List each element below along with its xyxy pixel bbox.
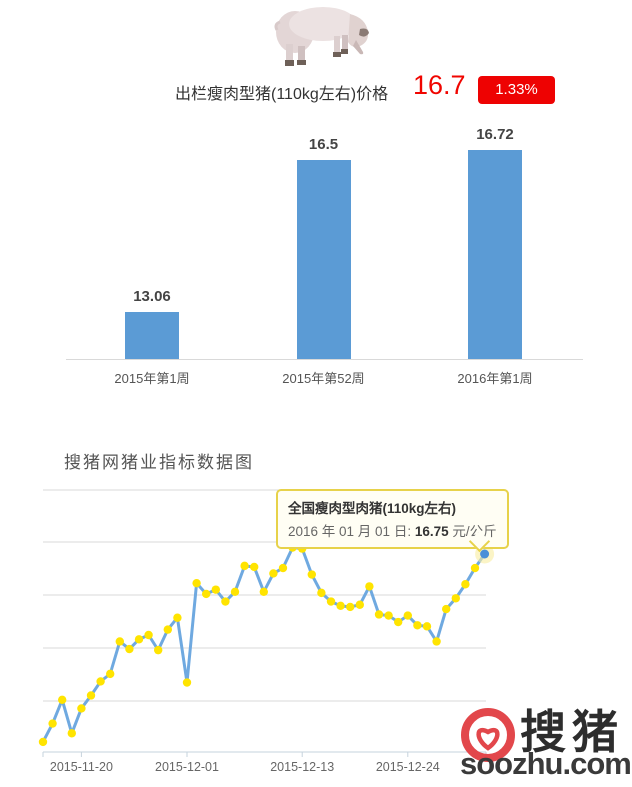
data-point-marker[interactable] — [451, 594, 460, 603]
hovered-data-point[interactable] — [480, 549, 490, 559]
data-point-marker[interactable] — [278, 563, 288, 573]
data-point-marker[interactable] — [307, 570, 316, 579]
data-point-marker[interactable] — [202, 589, 211, 599]
page-title: 出栏瘦肉型猪(110kg左右)价格 — [175, 86, 389, 103]
bar-category-label: 2015年第52周 — [282, 371, 365, 386]
x-axis-label: 2015-12-24 — [376, 760, 440, 774]
data-point-marker[interactable] — [413, 621, 422, 630]
data-point-marker[interactable] — [173, 613, 182, 622]
soozhu-logo-cn-text: 搜猪 — [520, 707, 624, 758]
bar-2015年第52周 — [296, 160, 351, 359]
data-point-marker[interactable] — [250, 562, 259, 572]
soozhu-logo[interactable]: 搜猪 soozhu.com — [458, 698, 632, 783]
chart-tooltip: 全国瘦肉型肉猪(110kg左右) 2016 年 01 月 01 日: 16.75… — [276, 489, 509, 549]
data-point-marker[interactable] — [77, 704, 86, 713]
data-point-marker[interactable] — [326, 597, 336, 606]
data-point-marker[interactable] — [134, 635, 144, 644]
soozhu-logo-mark-icon — [461, 708, 515, 762]
data-point-marker[interactable] — [269, 569, 278, 578]
data-point-marker[interactable] — [384, 611, 393, 620]
data-point-marker[interactable] — [182, 678, 192, 687]
data-point-marker[interactable] — [240, 561, 249, 571]
data-point-marker[interactable] — [106, 669, 115, 679]
data-point-marker[interactable] — [442, 604, 451, 614]
tooltip-unit: 元/公斤 — [452, 524, 497, 539]
bar-2016年第1周 — [468, 150, 522, 359]
data-point-marker[interactable] — [432, 637, 441, 646]
data-point-marker[interactable] — [38, 737, 48, 747]
price-line — [41, 546, 487, 744]
bar-value-label: 16.72 — [476, 126, 514, 144]
data-point-marker[interactable] — [86, 691, 96, 700]
data-point-marker[interactable] — [461, 580, 470, 589]
x-axis-label: 2015-12-01 — [155, 760, 219, 774]
data-point-marker[interactable] — [346, 602, 355, 612]
data-point-marker[interactable] — [67, 729, 77, 738]
x-axis-label: 2015-11-20 — [50, 760, 113, 774]
data-point-marker[interactable] — [422, 622, 432, 631]
line-chart-title: 搜猪网猪业指标数据图 — [64, 453, 254, 472]
data-point-marker[interactable] — [125, 644, 134, 654]
data-point-marker[interactable] — [192, 578, 201, 588]
data-point-marker[interactable] — [144, 630, 153, 640]
data-point-marker[interactable] — [394, 617, 403, 627]
data-point-marker[interactable] — [96, 677, 105, 686]
bar-category-label: 2016年第1周 — [457, 371, 533, 386]
bar-2015年第1周 — [125, 312, 179, 359]
data-point-marker[interactable] — [403, 611, 412, 620]
data-point-marker[interactable] — [115, 637, 125, 646]
current-price: 16.7 — [413, 70, 466, 100]
data-point-marker[interactable] — [355, 600, 364, 609]
bar-chart-baseline — [66, 359, 583, 360]
data-point-marker[interactable] — [336, 601, 345, 611]
tooltip-series-name: 全国瘦肉型肉猪(110kg左右) — [288, 501, 457, 516]
bar-value-label: 13.06 — [133, 288, 171, 306]
data-point-marker[interactable] — [58, 695, 67, 704]
data-point-marker[interactable] — [470, 563, 480, 573]
x-axis-label: 2015-12-13 — [270, 760, 334, 774]
tooltip-value: 16.75 — [414, 524, 449, 539]
bar-category-label: 2015年第1周 — [114, 371, 190, 386]
weekly-price-bar-chart: 13.06 2015年第1周 16.5 2015年第52周 16.72 2016年第1周 — [66, 126, 583, 386]
data-point-marker[interactable] — [211, 585, 220, 594]
tooltip-date: 2016 年 01 月 01 日: — [288, 524, 412, 539]
data-point-marker[interactable] — [154, 645, 163, 655]
tooltip-value-line: 2016 年 01 月 01 日: 16.75 元/公斤 — [288, 520, 497, 540]
data-point-marker[interactable] — [317, 588, 326, 598]
data-point-marker[interactable] — [221, 597, 230, 606]
data-point-marker[interactable] — [230, 587, 240, 596]
price-change-badge: 1.33% — [478, 76, 555, 104]
data-point-marker[interactable] — [259, 587, 268, 596]
data-point-marker[interactable] — [365, 582, 374, 591]
soozhu-logo-domain: soozhu.com — [460, 746, 632, 781]
data-point-marker[interactable] — [374, 610, 384, 619]
pig-image — [274, 7, 369, 66]
data-point-marker[interactable] — [163, 625, 172, 634]
bar-value-label: 16.5 — [308, 136, 339, 154]
data-point-marker[interactable] — [48, 719, 57, 728]
